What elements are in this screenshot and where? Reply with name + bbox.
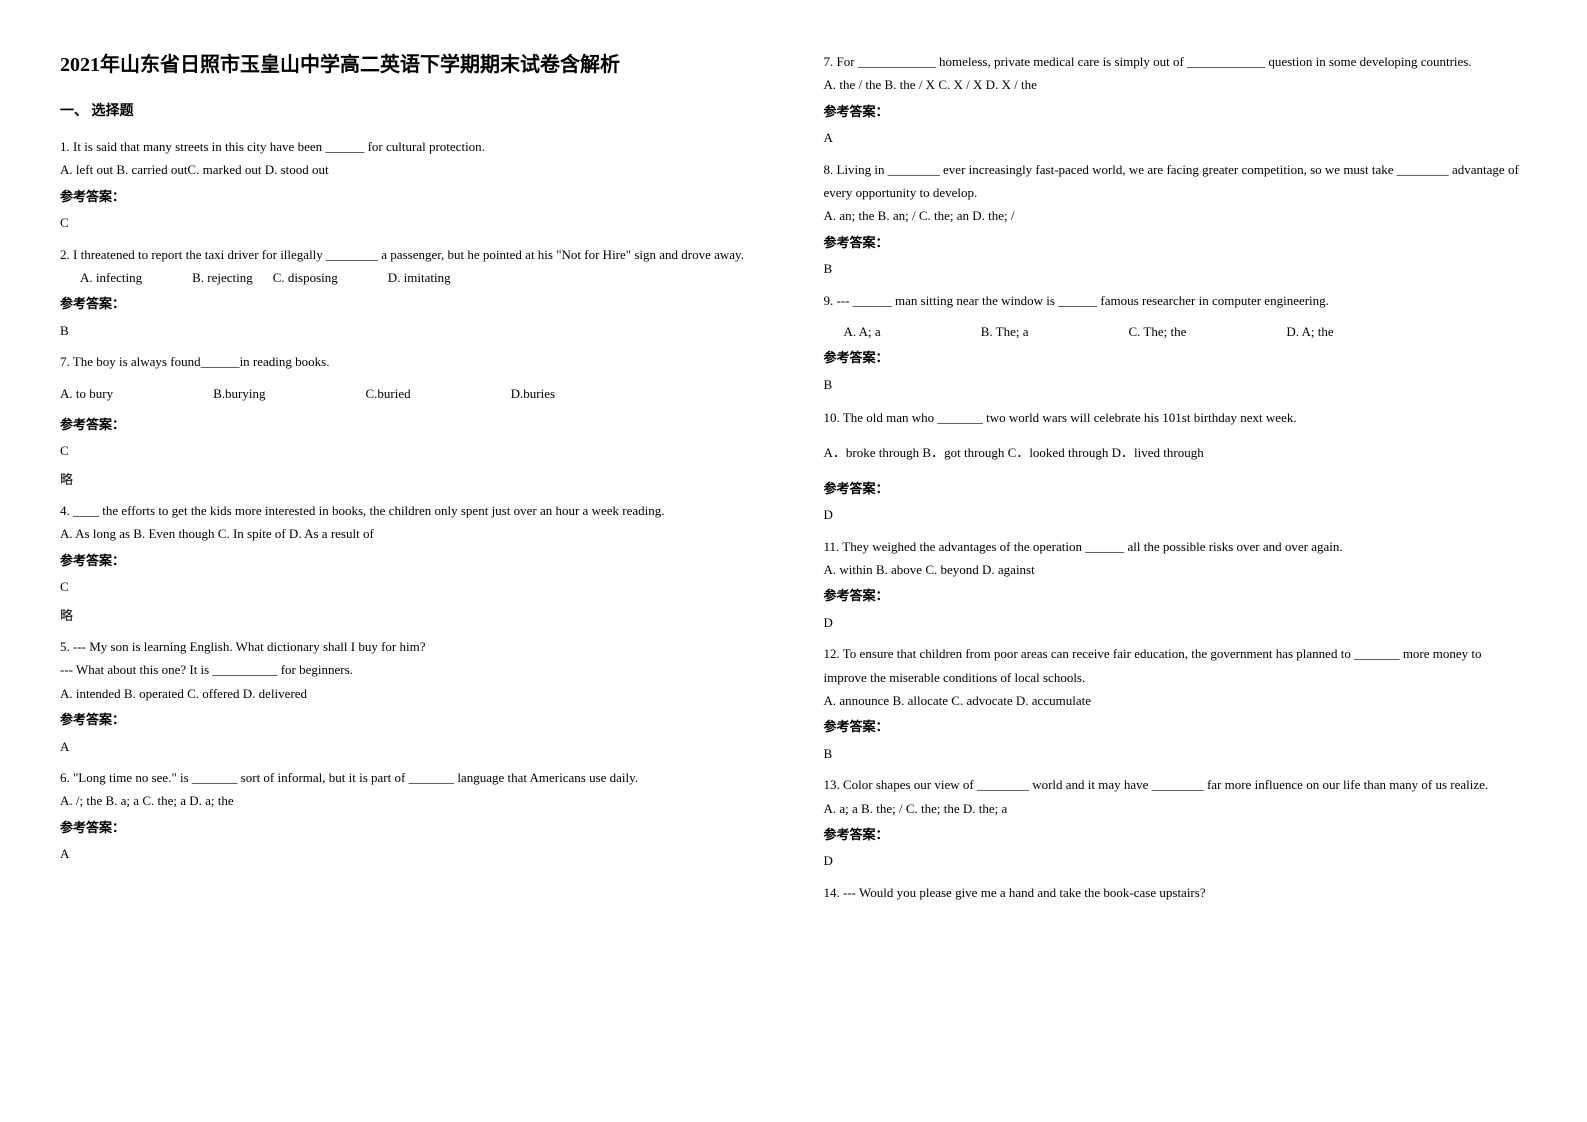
option-a: A. to bury (60, 382, 113, 405)
option-d: D.buries (511, 382, 555, 405)
answer-label: 参考答案： (824, 823, 1528, 846)
document-title: 2021年山东省日照市玉皇山中学高二英语下学期期末试卷含解析 (60, 50, 764, 80)
answer-label: 参考答案： (60, 708, 764, 731)
answer-value: B (824, 373, 1528, 396)
answer-label: 参考答案： (824, 346, 1528, 369)
option-b: B.burying (213, 382, 265, 405)
answer-label: 参考答案： (824, 584, 1528, 607)
question-options: A. a; a B. the; / C. the; the D. the; a (824, 797, 1528, 820)
answer-label: 参考答案： (60, 549, 764, 572)
question-text: 11. They weighed the advantages of the o… (824, 535, 1528, 558)
answer-label: 参考答案： (60, 185, 764, 208)
question-text: 13. Color shapes our view of ________ wo… (824, 773, 1528, 796)
answer-value: C (60, 575, 764, 598)
option-c: C. disposing (273, 266, 338, 289)
question-3: 7. The boy is always found______in readi… (60, 350, 764, 491)
question-4: 4. ____ the efforts to get the kids more… (60, 499, 764, 627)
question-text: 14. --- Would you please give me a hand … (824, 881, 1528, 904)
question-6: 6. "Long time no see." is _______ sort o… (60, 766, 764, 866)
question-text: 2. I threatened to report the taxi drive… (60, 243, 764, 266)
question-options: A. an; the B. an; / C. the; an D. the; / (824, 204, 1528, 227)
answer-value: A (824, 126, 1528, 149)
question-text: 7. For ____________ homeless, private me… (824, 50, 1528, 73)
question-12: 12. To ensure that children from poor ar… (824, 642, 1528, 765)
question-options: A. As long as B. Even though C. In spite… (60, 522, 764, 545)
answer-label: 参考答案： (824, 231, 1528, 254)
explanation: 略 (60, 604, 764, 627)
question-5: 5. --- My son is learning English. What … (60, 635, 764, 758)
answer-label: 参考答案： (824, 477, 1528, 500)
question-options: A. /; the B. a; a C. the; a D. a; the (60, 789, 764, 812)
question-options: A. left out B. carried outC. marked out … (60, 158, 764, 181)
answer-value: C (60, 211, 764, 234)
question-1: 1. It is said that many streets in this … (60, 135, 764, 235)
answer-value: A (60, 842, 764, 865)
question-options: A．broke through B．got through C．looked t… (824, 441, 1528, 464)
option-b: B. rejecting (192, 266, 253, 289)
answer-label: 参考答案： (60, 413, 764, 436)
question-8: 8. Living in ________ ever increasingly … (824, 158, 1528, 281)
question-2: 2. I threatened to report the taxi drive… (60, 243, 764, 343)
answer-value: B (824, 742, 1528, 765)
question-options: A. within B. above C. beyond D. against (824, 558, 1528, 581)
option-a: A. A; a (844, 320, 881, 343)
question-text-2: --- What about this one? It is _________… (60, 658, 764, 681)
question-9: 9. --- ______ man sitting near the windo… (824, 289, 1528, 397)
answer-value: B (60, 319, 764, 342)
answer-label: 参考答案： (824, 100, 1528, 123)
question-text: 4. ____ the efforts to get the kids more… (60, 499, 764, 522)
option-a: A. infecting (80, 266, 142, 289)
answer-value: C (60, 439, 764, 462)
right-column: 7. For ____________ homeless, private me… (824, 50, 1528, 912)
section-heading: 一、 选择题 (60, 100, 764, 120)
question-11: 11. They weighed the advantages of the o… (824, 535, 1528, 635)
question-options: A. infecting B. rejecting C. disposing D… (60, 266, 764, 289)
answer-value: B (824, 257, 1528, 280)
answer-label: 参考答案： (60, 292, 764, 315)
option-b: B. The; a (981, 320, 1029, 343)
question-text: 10. The old man who _______ two world wa… (824, 406, 1528, 429)
question-text: 8. Living in ________ ever increasingly … (824, 158, 1528, 205)
question-13: 13. Color shapes our view of ________ wo… (824, 773, 1528, 873)
option-c: C.buried (365, 382, 410, 405)
answer-value: D (824, 849, 1528, 872)
question-options: A. the / the B. the / X C. X / X D. X / … (824, 73, 1528, 96)
question-10: 10. The old man who _______ two world wa… (824, 406, 1528, 527)
explanation: 略 (60, 468, 764, 491)
answer-label: 参考答案： (824, 715, 1528, 738)
question-7: 7. For ____________ homeless, private me… (824, 50, 1528, 150)
question-text: 7. The boy is always found______in readi… (60, 350, 764, 373)
question-options: A. A; a B. The; a C. The; the D. A; the (824, 320, 1528, 343)
answer-label: 参考答案： (60, 816, 764, 839)
question-text: 1. It is said that many streets in this … (60, 135, 764, 158)
question-options: A. to bury B.burying C.buried D.buries (60, 382, 764, 405)
question-text: 5. --- My son is learning English. What … (60, 635, 764, 658)
option-d: D. A; the (1286, 320, 1333, 343)
answer-value: D (824, 611, 1528, 634)
answer-value: D (824, 503, 1528, 526)
option-c: C. The; the (1128, 320, 1186, 343)
option-d: D. imitating (388, 266, 451, 289)
question-text: 9. --- ______ man sitting near the windo… (824, 289, 1528, 312)
answer-value: A (60, 735, 764, 758)
question-options: A. announce B. allocate C. advocate D. a… (824, 689, 1528, 712)
question-text: 12. To ensure that children from poor ar… (824, 642, 1528, 689)
page-container: 2021年山东省日照市玉皇山中学高二英语下学期期末试卷含解析 一、 选择题 1.… (60, 50, 1527, 912)
question-14: 14. --- Would you please give me a hand … (824, 881, 1528, 904)
question-text: 6. "Long time no see." is _______ sort o… (60, 766, 764, 789)
left-column: 2021年山东省日照市玉皇山中学高二英语下学期期末试卷含解析 一、 选择题 1.… (60, 50, 764, 912)
question-options: A. intended B. operated C. offered D. de… (60, 682, 764, 705)
